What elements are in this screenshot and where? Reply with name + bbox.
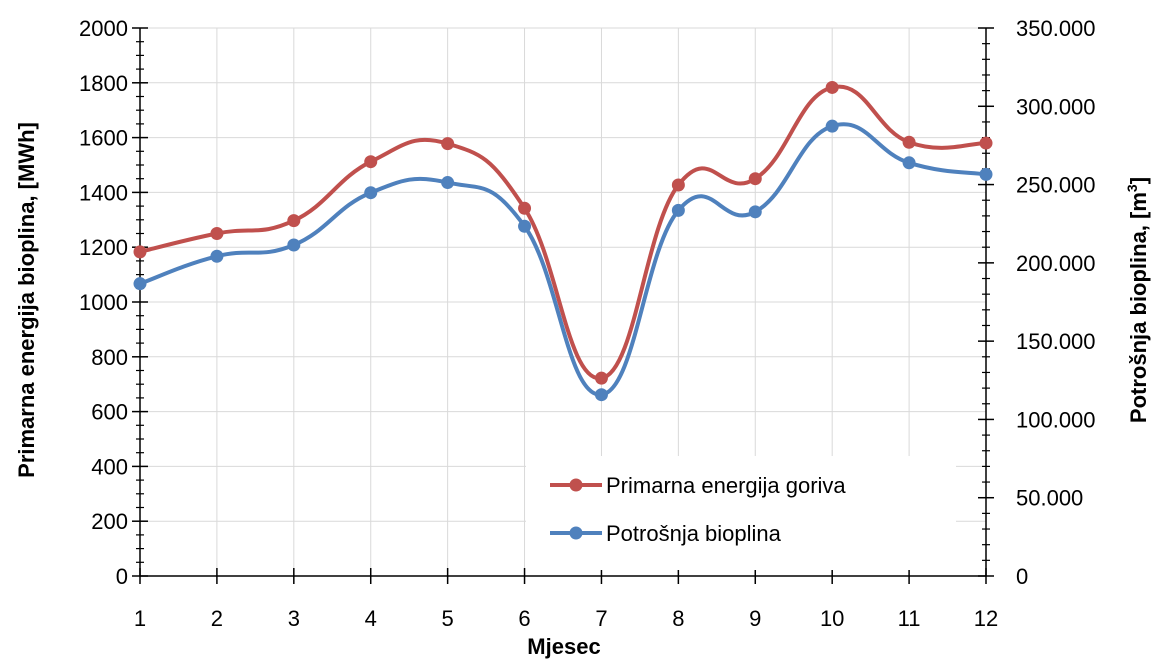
y-right-title-end: ] [1126, 177, 1151, 184]
y-right-tick-label: 250.000 [1016, 173, 1096, 198]
y-left-tick-label: 400 [91, 454, 128, 479]
y-right-tick-label: 200.000 [1016, 251, 1096, 276]
x-tick-label: 6 [518, 606, 530, 631]
data-point-primarna [979, 136, 993, 150]
data-point-primarna [748, 172, 762, 186]
data-point-primarna [671, 178, 685, 192]
data-point-potrosnja [441, 176, 455, 190]
y-left-tick-label: 1800 [79, 71, 128, 96]
legend-label-potrosnja: Potrošnja bioplina [606, 521, 782, 546]
data-point-primarna [364, 155, 378, 169]
x-tick-label: 4 [365, 606, 377, 631]
y-left-tick-label: 800 [91, 345, 128, 370]
data-point-primarna [210, 227, 224, 240]
x-tick-label: 10 [820, 606, 844, 631]
y-right-tick-label: 100.000 [1016, 407, 1096, 432]
y-left-tick-label: 0 [116, 564, 128, 589]
data-point-potrosnja [748, 205, 762, 219]
y-left-tick-label: 600 [91, 400, 128, 425]
y-left-tick-label: 1400 [79, 180, 128, 205]
y-left-tick-label: 1200 [79, 235, 128, 260]
data-point-potrosnja [364, 186, 378, 200]
data-point-primarna [441, 137, 455, 151]
data-point-primarna [287, 214, 301, 228]
legend: Primarna energija goriva Potrošnja biopl… [526, 456, 956, 570]
y-right-tick-label: 350.000 [1016, 16, 1096, 41]
x-tick-label: 11 [898, 606, 921, 631]
x-tick-label: 5 [442, 606, 454, 631]
x-tick-label: 12 [974, 606, 998, 631]
series-line-potrosnja [139, 122, 987, 397]
y-left-axis-title: Primarna energija bioplina, [MWh] [14, 122, 39, 478]
y-right-tick-label: 150.000 [1016, 329, 1096, 354]
y-right-axis-title: Potrošnja bioplina, [m3] [1124, 177, 1151, 423]
x-axis-title: Mjesec [527, 634, 600, 659]
data-point-potrosnja [210, 249, 224, 263]
legend-background [526, 456, 956, 570]
data-point-primarna [133, 245, 147, 259]
legend-marker-potrosnja [569, 526, 583, 540]
data-point-potrosnja [518, 219, 532, 233]
x-tick-label: 9 [749, 606, 761, 631]
grid [140, 27, 986, 576]
data-point-primarna [594, 371, 608, 385]
data-point-primarna [518, 201, 532, 215]
data-point-primarna [902, 135, 916, 149]
legend-label-primarna: Primarna energija goriva [606, 473, 846, 498]
data-point-potrosnja [825, 119, 839, 133]
data-point-potrosnja [287, 238, 301, 252]
data-point-potrosnja [671, 203, 685, 217]
data-point-potrosnja [133, 277, 147, 291]
y-right-tick-label: 300.000 [1016, 94, 1096, 119]
y-right-title-sup: 3 [1124, 184, 1140, 192]
legend-marker-primarna [569, 478, 583, 492]
x-tick-label: 2 [211, 606, 223, 631]
y-left-tick-label: 1000 [79, 290, 128, 315]
x-tick-label: 7 [595, 606, 607, 631]
series-layer [133, 80, 993, 402]
y-right-tick-label: 50.000 [1016, 486, 1083, 511]
x-tick-label: 8 [672, 606, 684, 631]
data-point-primarna [825, 80, 839, 94]
data-point-potrosnja [902, 156, 916, 170]
x-tick-label: 1 [134, 606, 146, 631]
y-left-tick-label: 1600 [79, 126, 128, 151]
axes: 0 200 400 600 800 1000 1200 1400 1600 1800 2000 0 50… [79, 16, 1095, 631]
y-left-tick-label: 200 [91, 509, 128, 534]
x-tick-label: 3 [288, 606, 300, 631]
y-right-tick-label: 0 [1016, 564, 1028, 589]
data-point-potrosnja [979, 167, 993, 181]
y-left-tick-label: 2000 [79, 16, 128, 41]
data-point-potrosnja [594, 388, 608, 402]
y-right-title-main: Potrošnja bioplina, [m [1126, 192, 1151, 423]
